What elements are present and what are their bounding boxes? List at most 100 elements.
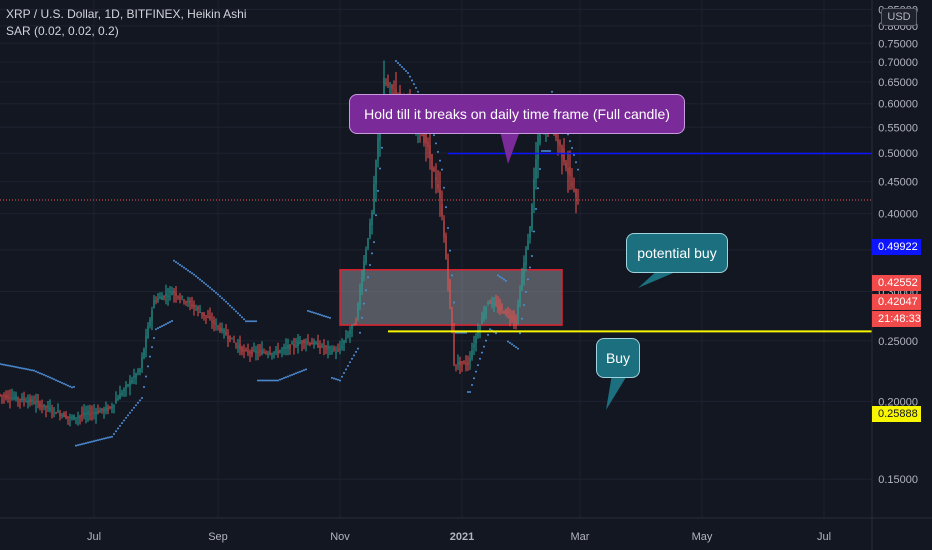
sar-dot [149, 355, 151, 358]
sar-dot [233, 308, 235, 311]
candle-body [497, 305, 499, 309]
candle-body [227, 336, 229, 339]
sar-dot [143, 385, 145, 388]
candle-body [481, 317, 483, 324]
candle-body [187, 301, 189, 303]
candle-body [231, 337, 233, 340]
candle-body [305, 342, 307, 344]
sar-dot [13, 365, 15, 368]
candle-body [119, 393, 121, 400]
candle-body [23, 398, 25, 401]
candle-body [287, 345, 289, 349]
candle-body [167, 295, 169, 297]
sar-dot [223, 298, 225, 301]
sar-dot [539, 167, 541, 170]
sar-dot [373, 241, 375, 244]
candle-body [25, 401, 27, 403]
candle-body [521, 276, 523, 289]
symbol-title[interactable]: XRP / U.S. Dollar, 1D, BITFINEX, Heikin … [6, 7, 247, 21]
candle-body [573, 189, 575, 191]
candle-body [249, 352, 251, 354]
candle-body [393, 93, 395, 95]
sar-dot [67, 384, 69, 387]
potential-buy-annotation[interactable]: potential buy [626, 233, 728, 273]
candle-body [31, 399, 33, 402]
candle-body [369, 222, 371, 238]
y-tick-label: 0.40000 [878, 209, 918, 221]
sar-dot [41, 373, 43, 376]
candle-body [255, 350, 257, 353]
candle-body [179, 297, 181, 299]
sar-dot [545, 149, 547, 152]
sar-dot [133, 406, 135, 409]
candle-body [161, 296, 163, 300]
sar-dot [87, 441, 89, 444]
candle-body [247, 351, 249, 353]
candle-body [135, 373, 137, 378]
sar-dot [147, 365, 149, 368]
sar-dot [97, 439, 99, 442]
candle-body [61, 415, 63, 417]
sar-dot [121, 422, 123, 425]
candle-body [291, 343, 293, 345]
candle-body [441, 204, 443, 217]
sar-dot [549, 149, 551, 152]
sar-dot [219, 295, 221, 298]
candle-body [181, 296, 183, 298]
sar-dot [129, 411, 131, 414]
candle-body [491, 301, 493, 304]
candle-body [53, 409, 55, 411]
candle-body [535, 159, 537, 180]
candle-body [293, 344, 295, 346]
candle-body [429, 145, 431, 159]
sar-dot [61, 381, 63, 384]
candle-body [299, 342, 301, 344]
sar-dot [25, 368, 27, 371]
sar-dot [513, 344, 515, 347]
sar-dot [345, 368, 347, 371]
candle-body [253, 349, 255, 351]
sar-dot [181, 265, 183, 268]
candle-body [577, 203, 579, 205]
sar-dot [277, 379, 279, 382]
currency-button[interactable]: USD [881, 8, 917, 26]
sar-dot [541, 149, 543, 152]
sar-dot [275, 379, 277, 382]
sar-dot [109, 436, 111, 439]
sar-dot [339, 379, 341, 382]
y-tick-label: 0.70000 [878, 57, 918, 69]
candle-body [469, 358, 471, 363]
sar-dot [195, 275, 197, 278]
candle-body [263, 352, 265, 354]
hold-annotation[interactable]: Hold till it breaks on daily time frame … [349, 94, 685, 134]
sar-dot [329, 316, 331, 319]
candle-body [461, 361, 463, 364]
candle-body [499, 305, 501, 310]
sar-dot [409, 75, 411, 78]
candle-body [455, 364, 457, 366]
sar-dot [229, 304, 231, 307]
sar-dot [313, 311, 315, 314]
candle-body [63, 413, 65, 418]
sar-dot [381, 146, 383, 149]
candle-body [51, 411, 53, 413]
sar-dot [187, 269, 189, 272]
sar-dot [479, 357, 481, 360]
candle-body [365, 249, 367, 263]
candle-body [243, 349, 245, 351]
sar-dot [293, 373, 295, 376]
x-tick-label: Mar [571, 531, 590, 543]
indicator-title[interactable]: SAR (0.02, 0.02, 0.2) [6, 24, 119, 38]
sar-dot [177, 262, 179, 265]
candle-body [295, 345, 297, 347]
candle-body [217, 325, 219, 327]
sar-dot [569, 140, 571, 143]
sar-dot [257, 379, 259, 382]
candle-body [45, 406, 47, 408]
buy-annotation[interactable]: Buy [596, 338, 640, 378]
sar-dot [575, 161, 577, 164]
candle-body [383, 78, 385, 100]
sar-dot [117, 427, 119, 430]
candle-body [229, 335, 231, 341]
